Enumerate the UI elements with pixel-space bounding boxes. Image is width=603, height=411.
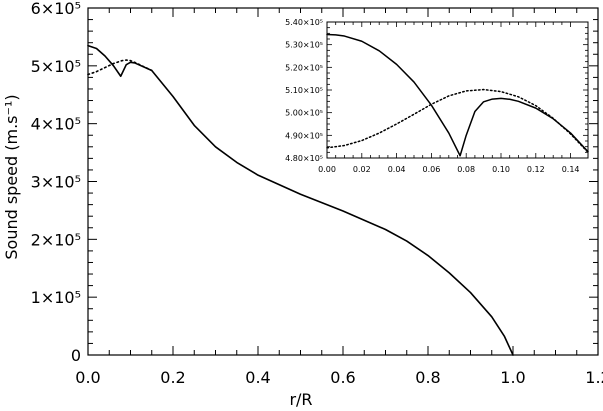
inset-x-tick-label: 0.04: [388, 165, 406, 174]
main-y-tick-label: 2×10⁵: [31, 230, 81, 249]
main-y-tick-label: 3×10⁵: [31, 173, 81, 192]
inset-x-tick-label: 0.10: [492, 165, 510, 174]
inset-y-tick-label: 5.00×10⁵: [285, 109, 323, 118]
inset-x-tick-label: 0.08: [457, 165, 475, 174]
main-dotted-series-line: [87, 59, 153, 76]
inset-x-tick-label: 0.14: [562, 165, 580, 174]
main-x-tick-label: 0.0: [75, 368, 100, 387]
main-y-tick-label: 0: [71, 346, 81, 365]
inset-y-tick-label: 5.30×10⁵: [285, 41, 323, 50]
inset-plot-frame: [326, 21, 589, 159]
main-x-tick-label: 0.8: [415, 368, 440, 387]
inset-y-tick-label: 5.20×10⁵: [285, 63, 323, 72]
inset-y-tick-label: 4.90×10⁵: [285, 131, 323, 140]
main-solid-series-line: [87, 44, 514, 356]
main-x-tick-label: 1.0: [500, 368, 525, 387]
main-x-tick-label: 1.2: [585, 368, 603, 387]
inset-x-tick-label: 0.06: [422, 165, 440, 174]
x-axis-label: r/R: [289, 390, 312, 409]
inset-y-tick-label: 5.40×10⁵: [285, 18, 323, 27]
inset-x-tick-label: 0.02: [353, 165, 371, 174]
inset-x-tick-label: 0.12: [527, 165, 545, 174]
main-y-tick-label: 1×10⁵: [31, 288, 81, 307]
main-y-tick-label: 6×10⁵: [31, 0, 81, 18]
inset-dotted-series-line: [326, 88, 589, 154]
main-y-tick-label: 5×10⁵: [31, 57, 81, 76]
inset-x-tick-label: 0.00: [318, 165, 336, 174]
inset-y-tick-label: 4.80×10⁵: [285, 154, 323, 163]
main-x-tick-label: 0.4: [245, 368, 270, 387]
y-axis-label: Sound speed (m.s⁻¹): [2, 94, 21, 259]
main-x-tick-label: 0.2: [160, 368, 185, 387]
inset-y-tick-label: 5.10×10⁵: [285, 86, 323, 95]
inset-solid-series-line: [326, 33, 589, 157]
inset-plot: 0.00 0.02 0.04 0.06 0.08 0.10 0.12 0.14 4.80×10⁵…: [285, 18, 589, 174]
main-y-tick-label: 4×10⁵: [31, 115, 81, 134]
main-x-tick-label: 0.6: [330, 368, 355, 387]
